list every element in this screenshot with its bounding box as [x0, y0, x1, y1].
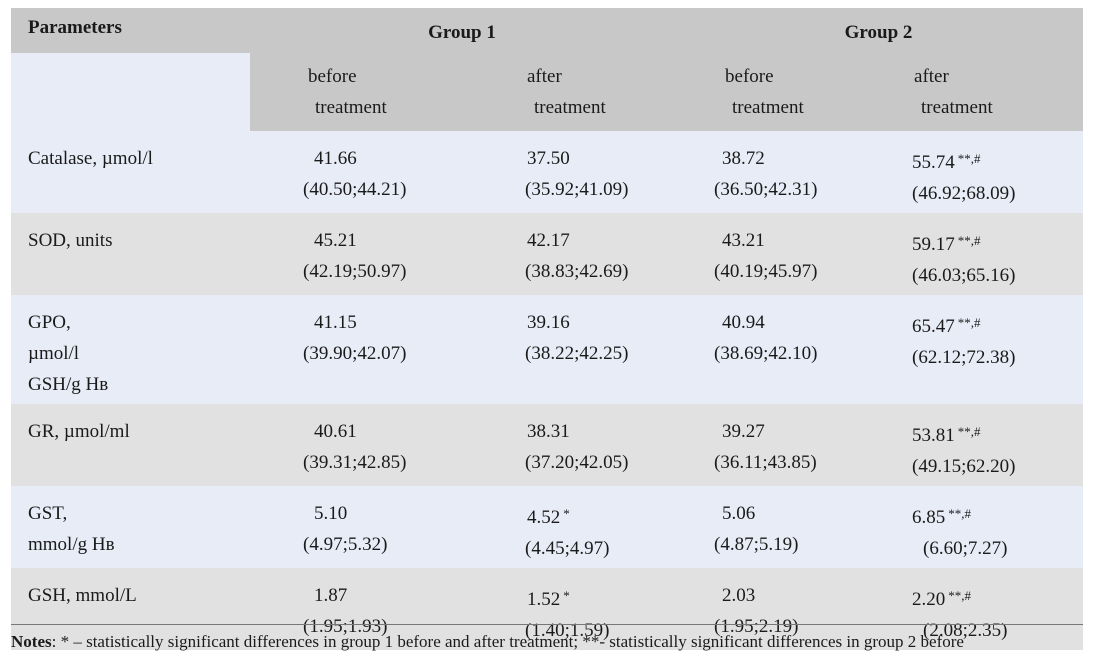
value-cell: 41.15 (39.90;42.07): [250, 295, 462, 404]
value-cell: 45.21 (42.19;50.97): [250, 213, 462, 295]
value-cell: 4.52 * (4.45;4.97): [462, 486, 675, 568]
significance-mark: *: [563, 506, 570, 521]
table-notes: Notes: * – statistically significant dif…: [11, 630, 1091, 654]
subheader-g2-after: after treatment: [880, 53, 1084, 131]
subheader-row: before treatment after treatment before …: [11, 53, 1084, 131]
value-cell: 55.74 **,# (46.92;68.09): [880, 131, 1084, 213]
value-cell: 53.81 **,# (49.15;62.20): [880, 404, 1084, 486]
value-cell: 38.72 (36.50;42.31): [674, 131, 881, 213]
value-cell: 2.20 **,# (2.08;2.35): [880, 568, 1084, 650]
header-group-2: Group 2: [674, 8, 1084, 53]
value-cell: 1.52 * (1.40;1.59): [462, 568, 675, 650]
value-cell: 40.61 (39.31;42.85): [250, 404, 462, 486]
header-parameters: Parameters: [11, 8, 250, 53]
significance-mark: **,#: [948, 588, 972, 603]
value-cell: 37.50 (35.92;41.09): [462, 131, 675, 213]
table-row-catalase: Catalase, µmol/l 41.66 (40.50;44.21) 37.5…: [11, 131, 1084, 213]
value-cell: 39.16 (38.22;42.25): [462, 295, 675, 404]
value-cell: 42.17 (38.83;42.69): [462, 213, 675, 295]
significance-mark: **,#: [957, 233, 981, 248]
param-cell: GPO, µmol/l GSH/g Hв: [11, 295, 250, 404]
significance-mark: **,#: [948, 506, 972, 521]
value-cell: 40.94 (38.69;42.10): [674, 295, 881, 404]
param-cell: Catalase, µmol/l: [11, 131, 250, 213]
subheader-blank: [11, 53, 250, 131]
value-cell: 59.17 **,# (46.03;65.16): [880, 213, 1084, 295]
table-row-gsh: GSH, mmol/L 1.87 (1.95;1.93) 1.52 * (1.40;1…: [11, 568, 1084, 650]
value-cell: 41.66 (40.50;44.21): [250, 131, 462, 213]
notes-text: : * – statistically significant differen…: [51, 632, 964, 651]
param-cell: SOD, units: [11, 213, 250, 295]
subheader-g1-before: before treatment: [250, 53, 462, 131]
param-cell: GST, mmol/g Hв: [11, 486, 250, 568]
value-cell: 6.85 **,# (6.60;7.27): [880, 486, 1084, 568]
table-row-sod: SOD, units 45.21 (42.19;50.97) 42.17 (38.8…: [11, 213, 1084, 295]
param-cell: GR, µmol/ml: [11, 404, 250, 486]
value-cell: 39.27 (36.11;43.85): [674, 404, 881, 486]
value-cell: 38.31 (37.20;42.05): [462, 404, 675, 486]
table-bottom-rule: [11, 624, 1083, 625]
value-cell: 65.47 **,# (62.12;72.38): [880, 295, 1084, 404]
header-row: Parameters Group 1 Group 2: [11, 8, 1084, 53]
subheader-g1-after: after treatment: [462, 53, 675, 131]
value-cell: 5.10 (4.97;5.32): [250, 486, 462, 568]
significance-mark: **,#: [957, 315, 981, 330]
table-row-gr: GR, µmol/ml 40.61 (39.31;42.85) 38.31 (37.…: [11, 404, 1084, 486]
significance-mark: **,#: [957, 151, 981, 166]
value-cell: 2.03 (1.95;2.19): [674, 568, 881, 650]
subheader-g2-before: before treatment: [674, 53, 881, 131]
value-cell: 43.21 (40.19;45.97): [674, 213, 881, 295]
results-table: Parameters Group 1 Group 2 before treatm…: [11, 8, 1084, 650]
table-row-gpo: GPO, µmol/l GSH/g Hв 41.15 (39.90;42.07) 39…: [11, 295, 1084, 404]
significance-mark: **,#: [957, 424, 981, 439]
param-cell: GSH, mmol/L: [11, 568, 250, 650]
value-cell: 1.87 (1.95;1.93): [250, 568, 462, 650]
header-group-1: Group 1: [250, 8, 675, 53]
table-row-gst: GST, mmol/g Hв 5.10 (4.97;5.32) 4.52 * (4.45…: [11, 486, 1084, 568]
significance-mark: *: [563, 588, 570, 603]
value-cell: 5.06 (4.87;5.19): [674, 486, 881, 568]
notes-label: Notes: [11, 632, 52, 651]
